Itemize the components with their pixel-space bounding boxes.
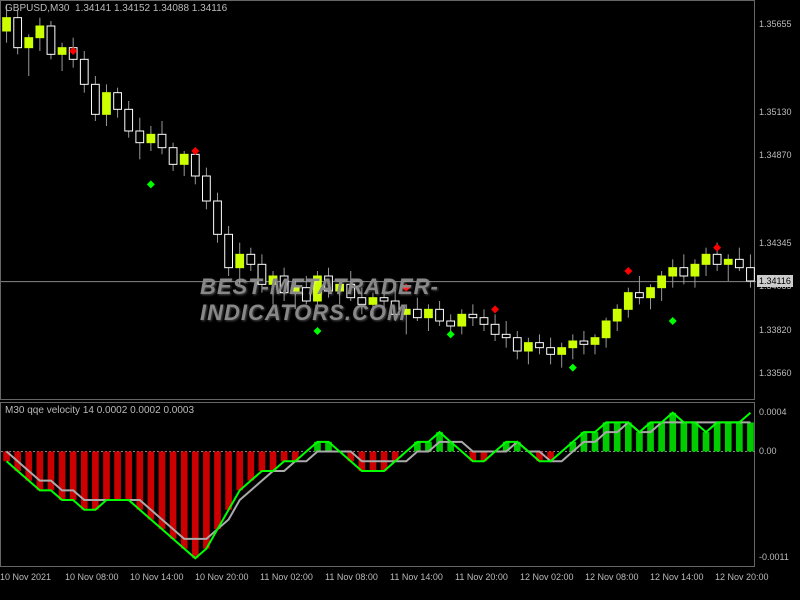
chart-container: GBPUSD,M30 1.34141 1.34152 1.34088 1.341…	[0, 0, 800, 600]
time-x-axis: 10 Nov 202110 Nov 08:0010 Nov 14:0010 No…	[0, 567, 800, 600]
indicator-header: M30 qqe velocity 14 0.0002 0.0002 0.0003	[5, 405, 194, 416]
chart-header: GBPUSD,M30 1.34141 1.34152 1.34088 1.341…	[5, 3, 227, 14]
indicator-y-axis: -0.00110.000.0004	[755, 402, 800, 567]
candlestick-svg	[1, 1, 756, 401]
oscillator-svg	[1, 403, 756, 568]
price-chart[interactable]: GBPUSD,M30 1.34141 1.34152 1.34088 1.341…	[0, 0, 755, 400]
indicator-chart[interactable]: M30 qqe velocity 14 0.0002 0.0002 0.0003	[0, 402, 755, 567]
price-y-axis: 1.335601.338201.340851.343451.348701.351…	[755, 0, 800, 400]
